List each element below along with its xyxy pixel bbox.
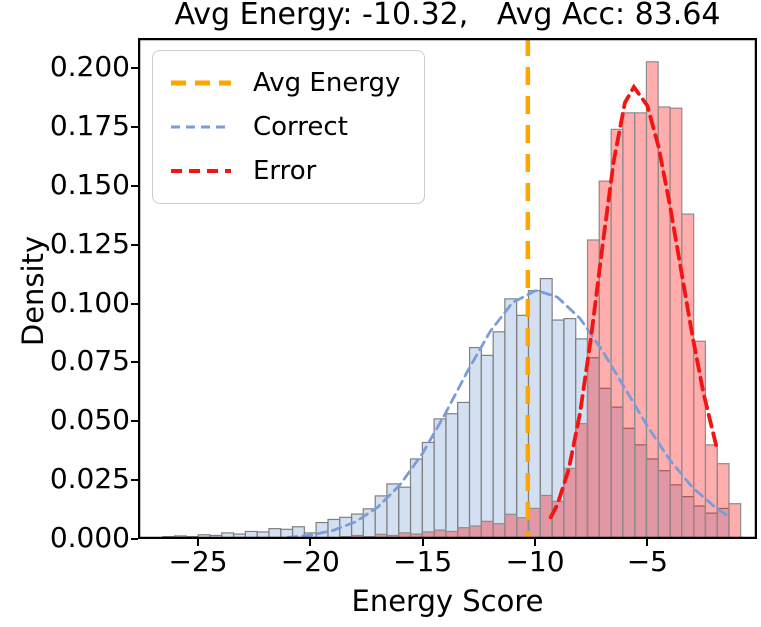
histogram-bar-error [728, 503, 742, 539]
histogram-bar-error [645, 61, 659, 539]
histogram-bar-correct [409, 458, 423, 539]
legend-dash-sample [171, 125, 231, 129]
histogram-bar-correct [468, 346, 482, 539]
y-tick-label: 0.025 [49, 462, 130, 496]
y-tick-mark [131, 479, 138, 482]
y-tick-mark [131, 302, 138, 305]
x-tick-label: −5 [626, 545, 668, 578]
y-tick-mark [131, 243, 138, 246]
y-tick-label: 0.000 [49, 521, 130, 555]
histogram-bar-error [575, 423, 589, 539]
legend-item-correct: Correct [169, 105, 400, 149]
y-tick-mark [131, 125, 138, 128]
histogram-bar-correct [457, 401, 471, 539]
kde-curve-correct [286, 289, 728, 539]
y-tick-mark [131, 538, 138, 540]
legend-label: Avg Energy [253, 68, 401, 98]
histogram-bar-correct [480, 354, 494, 539]
x-tick-mark [309, 539, 312, 546]
x-tick-mark [646, 539, 649, 546]
legend-item-error: Error [169, 149, 400, 193]
legend-item-avg-energy: Avg Energy [169, 61, 400, 105]
histogram-bar-error [634, 112, 648, 539]
y-tick-label: 0.200 [49, 50, 130, 84]
plot-area [138, 38, 757, 539]
histogram-bar-error [492, 523, 506, 539]
x-tick-label: −25 [168, 545, 228, 578]
legend: Avg Energy Correct Error [152, 50, 426, 204]
histogram-bar-correct [433, 418, 447, 539]
histogram-bar-correct [492, 331, 506, 539]
histogram-bar-error [622, 112, 636, 539]
x-tick-mark [534, 539, 536, 546]
y-tick-label: 0.175 [49, 109, 130, 143]
y-tick-label: 0.100 [49, 285, 130, 319]
y-tick-mark [131, 420, 138, 423]
histogram-bar-correct [374, 495, 388, 539]
histogram-bar-correct [527, 290, 541, 539]
histogram-bar-correct [386, 483, 400, 539]
axes-spines [138, 38, 757, 539]
y-tick-label: 0.050 [49, 403, 130, 437]
histogram-bar-correct [362, 508, 376, 539]
histogram-bar-error [480, 520, 494, 539]
y-tick-mark [131, 184, 138, 187]
x-tick-label: −10 [505, 545, 565, 578]
legend-dash-sample [171, 169, 231, 173]
kde-curve-error [548, 83, 719, 520]
histogram-bar-error [716, 463, 730, 539]
histogram-bar-correct [445, 413, 459, 539]
chart-title: Avg Energy: -10.32, Avg Acc: 83.64 [174, 0, 721, 32]
y-tick-label: 0.150 [49, 168, 130, 202]
x-tick-mark [196, 539, 199, 546]
histogram-bar-correct [398, 486, 412, 539]
histogram-bar-correct [421, 441, 435, 539]
legend-dash-sample [171, 80, 231, 86]
x-tick-label: −15 [393, 545, 453, 578]
histogram-bar-error [692, 340, 706, 539]
histogram-bar-error [681, 213, 695, 539]
y-tick-label: 0.125 [49, 226, 130, 260]
y-tick-mark [131, 361, 138, 364]
histogram-bar-error [610, 128, 624, 539]
legend-label: Correct [253, 112, 348, 142]
histogram-bar-error [504, 513, 518, 539]
x-axis-label: Energy Score [351, 584, 544, 618]
x-tick-label: −20 [280, 545, 340, 578]
histogram-bar-error [704, 444, 718, 539]
legend-label: Error [253, 156, 317, 186]
y-tick-label: 0.075 [49, 344, 130, 378]
histogram-bar-error [527, 507, 541, 539]
y-tick-mark [131, 67, 138, 70]
histogram-bar-correct [504, 298, 518, 539]
x-tick-mark [421, 539, 424, 546]
